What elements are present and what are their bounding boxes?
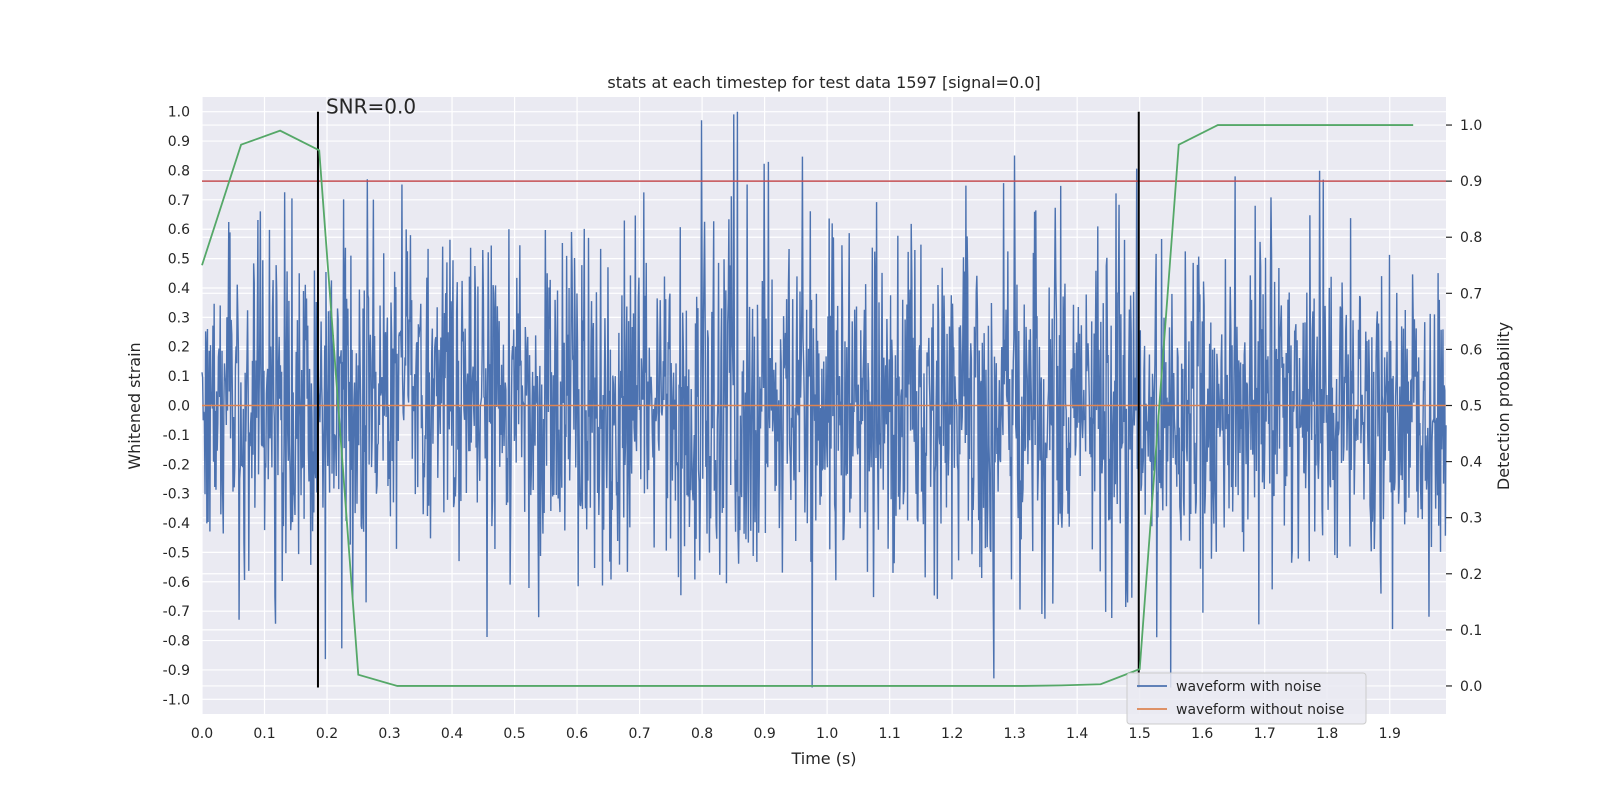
y-tick-label: -0.9 (163, 663, 190, 679)
y-tick-label: 0.4 (168, 281, 190, 297)
y-tick-label: 0.5 (168, 252, 190, 268)
y2-tick-label: 0.3 (1460, 511, 1482, 527)
y-axis-label: Whitened strain (125, 342, 144, 469)
x-tick-label: 1.4 (1066, 726, 1088, 742)
x-tick-label: 1.2 (941, 726, 963, 742)
y-tick-label: 0.8 (168, 163, 190, 179)
probability-line (201, 124, 1414, 687)
y-axis-ticks: 1.0 0.9 0.8 0.7 0.6 0.5 0.4 0.3 0.2 0.1 0.0 -0.1 -0.… (163, 105, 190, 709)
y2-tick-label: 0.9 (1460, 174, 1482, 190)
snr-label: SNR=0.0 (326, 95, 416, 119)
x-tick-label: 0.3 (378, 726, 400, 742)
y-tick-label: 0.1 (168, 369, 190, 385)
x-tick-label: 0.1 (253, 726, 275, 742)
x-tick-label: 1.1 (879, 726, 901, 742)
y2-tick-label: 0.5 (1460, 399, 1482, 415)
x-tick-label: 1.8 (1316, 726, 1338, 742)
y2-tick-label: 1.0 (1460, 118, 1482, 134)
event-markers: SNR=0.0 (316, 95, 1140, 688)
x-tick-label: 0.7 (628, 726, 650, 742)
y2-tick-label: 0.2 (1460, 567, 1482, 583)
x-tick-label: 1.0 (816, 726, 838, 742)
noise-series (201, 111, 1447, 688)
y-tick-label: -0.8 (163, 634, 190, 650)
y-tick-label: -0.5 (163, 545, 190, 561)
y-tick-label: 0.9 (168, 134, 190, 150)
y-tick-label: 0.0 (168, 399, 190, 415)
x-tick-label: 0.9 (753, 726, 775, 742)
x-tick-label: 0.5 (503, 726, 525, 742)
y-tick-label: 1.0 (168, 105, 190, 121)
y2-tick-label: 0.7 (1460, 286, 1482, 302)
y2-axis-ticks: 1.0 0.9 0.8 0.7 0.6 0.5 0.4 0.3 0.2 0.1 0.0 (1446, 118, 1482, 695)
noise-waveform-line (201, 111, 1447, 688)
x-tick-label: 1.9 (1379, 726, 1401, 742)
y2-tick-label: 0.1 (1460, 623, 1482, 639)
y-tick-label: -0.7 (163, 604, 190, 620)
y2-axis-label: Detection probability (1494, 322, 1513, 490)
y2-tick-label: 0.8 (1460, 230, 1482, 246)
y2-tick-label: 0.6 (1460, 342, 1482, 358)
x-tick-label: 1.6 (1191, 726, 1213, 742)
y-tick-label: -0.2 (163, 457, 190, 473)
legend: waveform with noise waveform without noi… (1126, 672, 1367, 725)
chart-title: stats at each timestep for test data 159… (607, 73, 1040, 92)
y2-tick-label: 0.0 (1460, 679, 1482, 695)
y-tick-label: -0.3 (163, 487, 190, 503)
legend-label-clean: waveform without noise (1176, 702, 1344, 718)
y-tick-label: -1.0 (163, 692, 190, 708)
y-tick-label: 0.6 (168, 222, 190, 238)
x-tick-label: 0.4 (441, 726, 463, 742)
y-tick-label: -0.4 (163, 516, 190, 532)
probability-series (201, 124, 1414, 687)
legend-label-noise: waveform with noise (1176, 679, 1321, 695)
y-tick-label: -0.1 (163, 428, 190, 444)
x-tick-label: 0.0 (191, 726, 213, 742)
legend-box (1126, 672, 1367, 725)
x-axis-ticks: 0.0 0.1 0.2 0.3 0.4 0.5 0.6 0.7 0.8 0.9 1.0 1.1 1.2 1… (191, 726, 1401, 742)
x-tick-label: 1.3 (1004, 726, 1026, 742)
x-axis-label: Time (s) (790, 749, 856, 768)
y-tick-label: -0.6 (163, 575, 190, 591)
x-tick-label: 1.5 (1129, 726, 1151, 742)
x-tick-label: 0.8 (691, 726, 713, 742)
y-tick-label: 0.3 (168, 310, 190, 326)
y2-tick-label: 0.4 (1460, 455, 1482, 471)
y-tick-label: 0.2 (168, 340, 190, 356)
x-tick-label: 0.2 (316, 726, 338, 742)
x-tick-label: 0.6 (566, 726, 588, 742)
x-tick-label: 1.7 (1254, 726, 1276, 742)
y-tick-label: 0.7 (168, 193, 190, 209)
